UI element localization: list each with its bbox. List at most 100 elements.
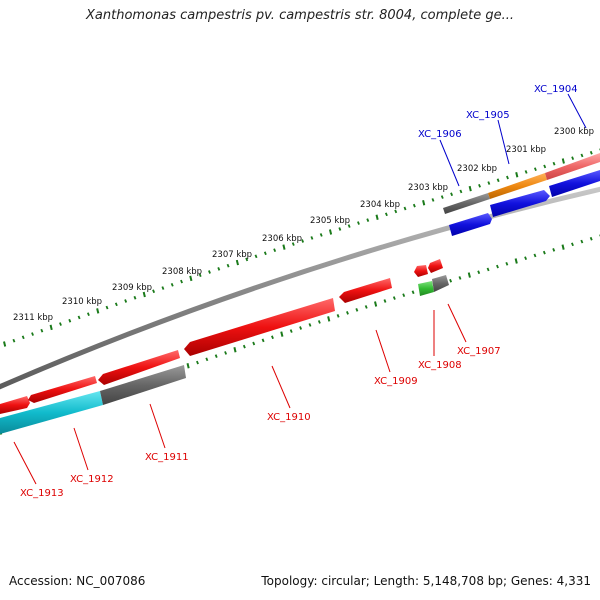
minor-tick <box>77 315 81 320</box>
minor-tick <box>458 276 462 280</box>
leader-line <box>447 303 467 343</box>
kbp-label: 2306 kbp <box>262 234 302 244</box>
minor-tick <box>124 299 128 303</box>
leader-line <box>567 93 587 129</box>
major-tick <box>375 214 379 220</box>
minor-tick <box>31 332 34 336</box>
minor-tick <box>552 248 556 252</box>
gene-xc-1907-gray[interactable] <box>432 275 449 292</box>
major-tick <box>96 308 100 314</box>
major-tick <box>282 244 286 250</box>
gene-red-c[interactable] <box>98 350 180 385</box>
gene-xc-1909[interactable] <box>339 278 392 303</box>
kbp-label: 2304 kbp <box>360 200 400 210</box>
gene-xc-1910[interactable] <box>184 298 335 356</box>
minor-tick <box>273 248 277 252</box>
major-tick <box>235 259 239 266</box>
minor-tick <box>289 329 293 333</box>
minor-tick <box>571 242 574 247</box>
minor-tick <box>459 189 463 194</box>
gene-label-xc-1908[interactable]: XC_1908 <box>418 360 462 371</box>
gene-xc-1912-cyan[interactable] <box>0 391 103 434</box>
minor-tick <box>254 254 258 259</box>
leader-line <box>439 139 460 187</box>
leader-line <box>497 119 510 165</box>
gene-label-xc-1904[interactable]: XC_1904 <box>534 84 578 95</box>
gene-label-xc-1911[interactable]: XC_1911 <box>145 452 189 463</box>
minor-tick <box>589 236 593 241</box>
minor-tick <box>68 318 72 323</box>
gene-xc-1907-red[interactable] <box>428 259 443 273</box>
gene-forward-gray[interactable] <box>443 193 490 214</box>
accession-label: Accession: NC_007086 <box>9 574 146 588</box>
genome-stats-label: Topology: circular; Length: 5,148,708 bp… <box>261 574 591 588</box>
upper-scale-ticks <box>3 148 600 347</box>
leader-line <box>13 441 37 485</box>
minor-tick <box>347 224 351 228</box>
kbp-label: 2305 kbp <box>310 216 350 226</box>
minor-tick <box>214 354 218 358</box>
minor-tick <box>317 320 321 324</box>
minor-tick <box>217 267 221 271</box>
reverse-strand-genes-upper <box>0 259 443 414</box>
minor-tick <box>589 150 593 155</box>
minor-tick <box>346 311 349 315</box>
minor-tick <box>552 161 556 166</box>
minor-tick <box>226 263 230 268</box>
gene-red-b[interactable] <box>28 376 97 403</box>
gene-forward-pink[interactable] <box>545 153 600 180</box>
gene-label-xc-1907[interactable]: XC_1907 <box>457 346 501 357</box>
gene-forward-orange[interactable] <box>488 173 547 199</box>
minor-tick <box>133 295 137 300</box>
gene-label-xc-1912[interactable]: XC_1912 <box>70 474 114 485</box>
minor-tick <box>402 293 406 298</box>
minor-tick <box>59 322 62 326</box>
kbp-label: 2309 kbp <box>112 283 152 293</box>
gene-xc-1906[interactable] <box>449 213 492 236</box>
major-tick <box>468 185 472 192</box>
major-tick <box>561 244 565 250</box>
major-tick <box>467 272 471 278</box>
gene-xc-1908-green[interactable] <box>418 281 434 296</box>
minor-tick <box>524 256 528 261</box>
gene-xc-1904[interactable] <box>549 170 600 197</box>
minor-tick <box>411 290 415 295</box>
gene-red-a[interactable] <box>0 396 30 414</box>
leader-line <box>375 329 391 373</box>
major-tick <box>186 363 190 369</box>
genome-backbone <box>0 186 600 390</box>
major-tick <box>561 158 565 164</box>
gene-label-xc-1905[interactable]: XC_1905 <box>466 110 510 121</box>
minor-tick <box>180 279 183 284</box>
minor-tick <box>224 351 228 355</box>
kbp-label: 2307 kbp <box>212 250 252 260</box>
kbp-label: 2300 kbp <box>554 127 594 137</box>
major-tick <box>374 301 378 307</box>
gene-label-xc-1909[interactable]: XC_1909 <box>374 376 418 387</box>
gene-label-xc-1906[interactable]: XC_1906 <box>418 129 462 140</box>
gene-leader-lines <box>13 93 587 485</box>
minor-tick <box>533 253 537 258</box>
kbp-label: 2308 kbp <box>162 267 202 277</box>
minor-tick <box>12 338 16 343</box>
minor-tick <box>40 328 44 333</box>
minor-tick <box>364 305 368 309</box>
minor-tick <box>431 198 435 202</box>
minor-tick <box>533 167 537 172</box>
minor-tick <box>478 183 481 188</box>
minor-tick <box>403 206 407 211</box>
minor-tick <box>21 335 25 340</box>
minor-tick <box>319 233 323 237</box>
minor-tick <box>252 341 256 346</box>
gene-red-small[interactable] <box>414 265 428 277</box>
minor-tick <box>152 289 156 294</box>
minor-tick <box>299 326 303 330</box>
gene-label-xc-1913[interactable]: XC_1913 <box>20 488 64 499</box>
minor-tick <box>580 153 584 158</box>
minor-tick <box>486 267 490 272</box>
gene-xc-1911-gray[interactable] <box>100 365 186 405</box>
gene-xc-1905[interactable] <box>490 190 550 217</box>
minor-tick <box>450 192 454 197</box>
kbp-label: 2301 kbp <box>506 145 546 155</box>
gene-label-xc-1910[interactable]: XC_1910 <box>267 412 311 423</box>
